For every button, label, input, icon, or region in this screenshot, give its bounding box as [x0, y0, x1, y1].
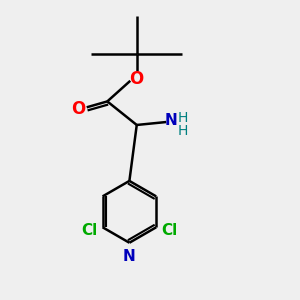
Text: H: H — [178, 112, 188, 125]
Text: N: N — [164, 113, 177, 128]
Text: O: O — [130, 70, 144, 88]
Text: N: N — [123, 249, 136, 264]
Text: H: H — [178, 124, 188, 138]
Text: Cl: Cl — [81, 223, 97, 238]
Text: Cl: Cl — [161, 223, 178, 238]
Text: O: O — [71, 100, 85, 118]
